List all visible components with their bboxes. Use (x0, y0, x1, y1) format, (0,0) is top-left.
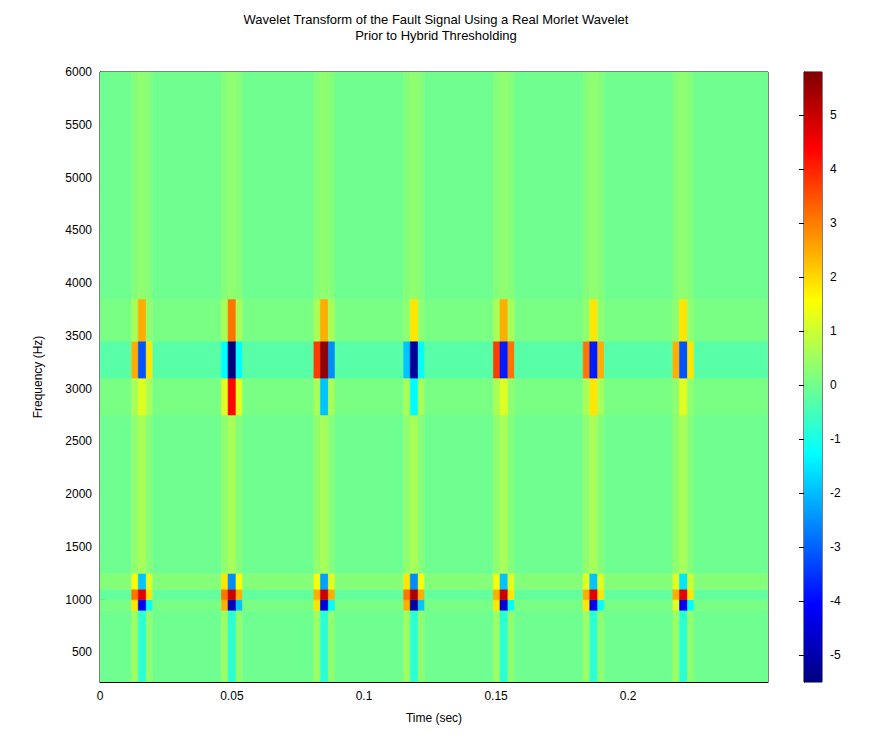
svg-text:5: 5 (830, 108, 837, 122)
svg-text:3000: 3000 (65, 382, 92, 396)
svg-text:0.1: 0.1 (356, 689, 373, 703)
svg-text:2000: 2000 (65, 487, 92, 501)
svg-text:4000: 4000 (65, 276, 92, 290)
svg-text:6000: 6000 (65, 65, 92, 79)
svg-text:4: 4 (830, 162, 837, 176)
svg-text:-4: -4 (830, 594, 841, 608)
svg-text:0.05: 0.05 (220, 689, 244, 703)
svg-text:1: 1 (830, 324, 837, 338)
svg-text:Wavelet Transform of the Fault: Wavelet Transform of the Fault Signal Us… (244, 12, 629, 27)
svg-text:Prior to Hybrid Thresholding: Prior to Hybrid Thresholding (355, 28, 517, 43)
svg-text:0.2: 0.2 (620, 689, 637, 703)
svg-text:Time (sec): Time (sec) (406, 711, 462, 725)
svg-text:500: 500 (72, 645, 92, 659)
svg-text:-1: -1 (830, 432, 841, 446)
svg-text:2500: 2500 (65, 434, 92, 448)
svg-text:1500: 1500 (65, 540, 92, 554)
svg-text:-2: -2 (830, 486, 841, 500)
svg-text:-3: -3 (830, 540, 841, 554)
svg-text:2: 2 (830, 270, 837, 284)
svg-text:5500: 5500 (65, 118, 92, 132)
svg-text:Frequency (Hz): Frequency (Hz) (31, 336, 45, 419)
svg-text:0.15: 0.15 (484, 689, 508, 703)
svg-text:1000: 1000 (65, 593, 92, 607)
svg-text:0: 0 (97, 689, 104, 703)
svg-text:-5: -5 (830, 648, 841, 662)
svg-text:3: 3 (830, 216, 837, 230)
svg-text:4500: 4500 (65, 223, 92, 237)
svg-text:0: 0 (830, 378, 837, 392)
svg-text:3500: 3500 (65, 329, 92, 343)
svg-text:5000: 5000 (65, 171, 92, 185)
